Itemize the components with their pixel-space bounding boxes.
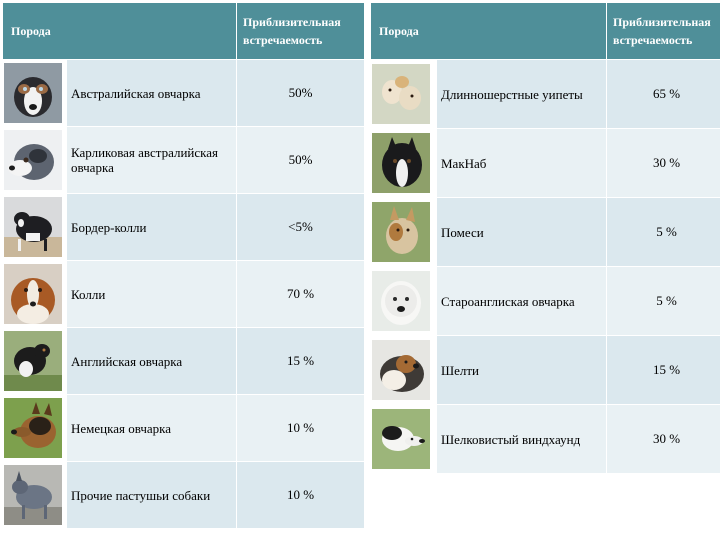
table-row: Длинношерстные уипеты 65 % bbox=[370, 59, 720, 129]
collie-photo bbox=[4, 264, 62, 324]
table-row: Шелковистый виндхаунд 30 % bbox=[370, 404, 720, 474]
miniature-australian-shepherd-photo bbox=[4, 130, 62, 190]
breed-name: Английская овчарка bbox=[65, 327, 238, 395]
table-row: Староанглиская овчарка 5 % bbox=[370, 266, 720, 336]
header-frequency: Приблизительная встречаемость bbox=[236, 2, 366, 60]
table-header: Порода Приблизительная встречаемость bbox=[1, 2, 366, 60]
breed-name: Шелковистый виндхаунд bbox=[435, 404, 608, 474]
breed-frequency: 30 % bbox=[606, 128, 720, 198]
table-row: Австралийская овчарка 50% bbox=[2, 59, 366, 127]
table-row: Карликовая австралийская овчарка 50% bbox=[2, 126, 366, 194]
breed-name: МакНаб bbox=[435, 128, 608, 198]
header-frequency: Приблизительная встречаемость bbox=[606, 2, 720, 60]
english-shepherd-photo bbox=[4, 331, 62, 391]
breed-table-right: Порода Приблизительная встречаемость Дли… bbox=[369, 2, 720, 474]
breed-name: Длинношерстные уипеты bbox=[435, 59, 608, 129]
longhaired-whippet-photo bbox=[372, 64, 430, 124]
breed-table-left: Порода Приблизительная встречаемость Авс… bbox=[1, 2, 366, 529]
herding-dog-photo bbox=[4, 465, 62, 525]
breed-frequency: 70 % bbox=[236, 260, 366, 328]
breed-name: Карликовая австралийская овчарка bbox=[65, 126, 238, 194]
old-english-sheepdog-photo bbox=[372, 271, 430, 331]
breed-frequency: 50% bbox=[236, 126, 366, 194]
silken-windhound-photo bbox=[372, 409, 430, 469]
breed-frequency: <5% bbox=[236, 193, 366, 261]
breed-frequency: 15 % bbox=[606, 335, 720, 405]
australian-shepherd-photo bbox=[4, 63, 62, 123]
breed-name: Колли bbox=[65, 260, 238, 328]
breed-frequency: 30 % bbox=[606, 404, 720, 474]
breed-name: Бордер-колли bbox=[65, 193, 238, 261]
breed-frequency: 10 % bbox=[236, 394, 366, 462]
table-row: Помеси 5 % bbox=[370, 197, 720, 267]
breed-frequency: 5 % bbox=[606, 197, 720, 267]
table-row: Прочие пастушьи собаки 10 % bbox=[2, 461, 366, 529]
breed-name: Прочие пастушьи собаки bbox=[65, 461, 238, 529]
german-shepherd-photo bbox=[4, 398, 62, 458]
breed-name: Немецкая овчарка bbox=[65, 394, 238, 462]
table-row: МакНаб 30 % bbox=[370, 128, 720, 198]
sheltie-photo bbox=[372, 340, 430, 400]
table-row: Шелти 15 % bbox=[370, 335, 720, 405]
breed-name: Шелти bbox=[435, 335, 608, 405]
table-row: Колли 70 % bbox=[2, 260, 366, 328]
header-breed: Порода bbox=[1, 2, 238, 60]
border-collie-photo bbox=[4, 197, 62, 257]
breed-frequency: 5 % bbox=[606, 266, 720, 336]
table-row: Английская овчарка 15 % bbox=[2, 327, 366, 395]
breed-frequency: 10 % bbox=[236, 461, 366, 529]
breed-frequency: 15 % bbox=[236, 327, 366, 395]
table-header: Порода Приблизительная встречаемость bbox=[369, 2, 720, 60]
table-row: Немецкая овчарка 10 % bbox=[2, 394, 366, 462]
breed-frequency: 65 % bbox=[606, 59, 720, 129]
header-breed: Порода bbox=[369, 2, 608, 60]
breed-name: Австралийская овчарка bbox=[65, 59, 238, 127]
breed-frequency: 50% bbox=[236, 59, 366, 127]
breed-name: Староанглиская овчарка bbox=[435, 266, 608, 336]
breed-name: Помеси bbox=[435, 197, 608, 267]
table-row: Бордер-колли <5% bbox=[2, 193, 366, 261]
mcnab-photo bbox=[372, 133, 430, 193]
mixed-breed-photo bbox=[372, 202, 430, 262]
